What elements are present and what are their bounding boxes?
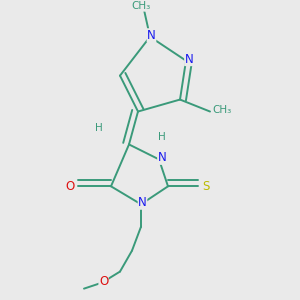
Text: O: O (66, 180, 75, 193)
Text: H: H (158, 132, 166, 142)
Text: N: N (138, 196, 147, 209)
Text: CH₃: CH₃ (131, 1, 151, 11)
Text: O: O (99, 275, 108, 288)
Text: H: H (95, 123, 103, 133)
Text: N: N (184, 53, 194, 66)
Text: N: N (147, 29, 156, 42)
Text: CH₃: CH₃ (212, 105, 232, 115)
Text: N: N (158, 152, 166, 164)
Text: S: S (203, 180, 210, 193)
